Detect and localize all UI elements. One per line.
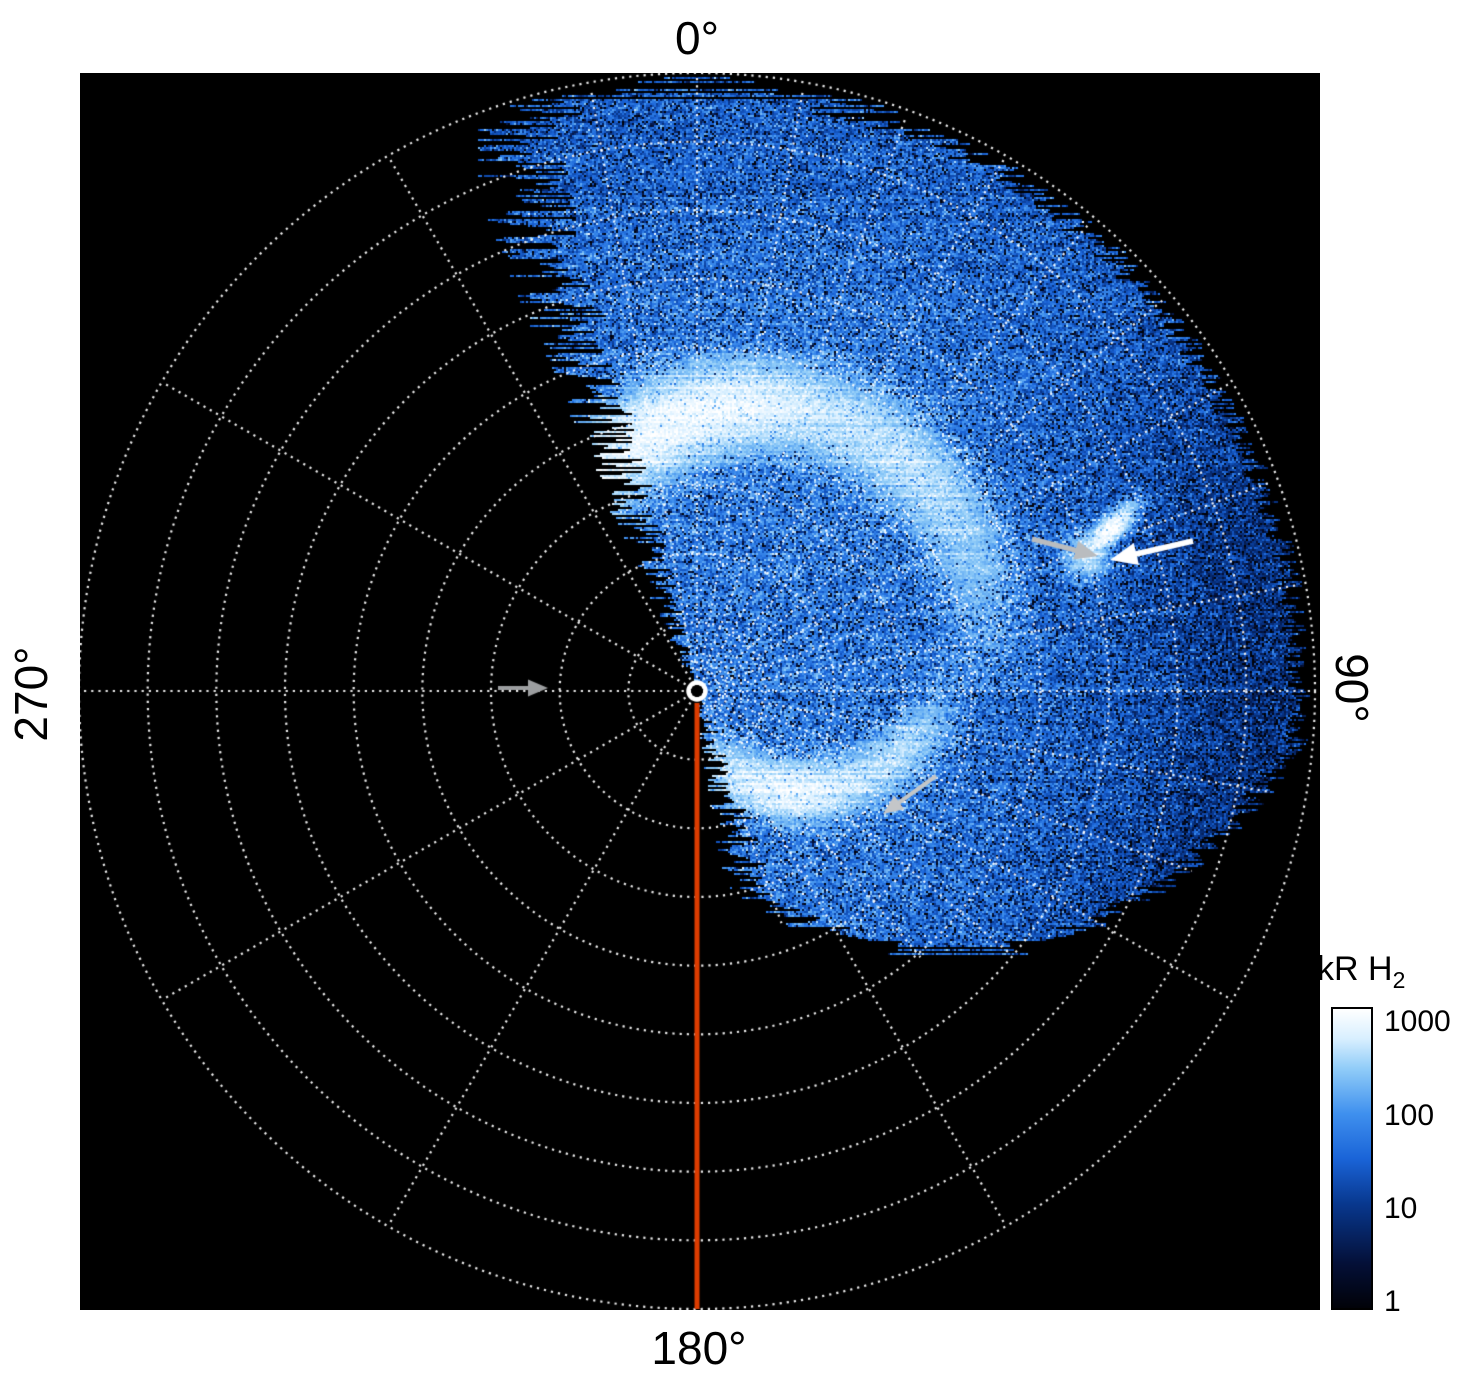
colorbar-title-subscript: 2 — [1392, 966, 1406, 993]
colorbar-title-text: kR H — [1317, 950, 1393, 988]
angle-label-90: 90° — [1326, 653, 1378, 723]
colorbar-gradient — [1331, 1007, 1373, 1310]
angle-label-0: 0° — [675, 12, 719, 64]
colorbar-tick-10: 10 — [1384, 1192, 1418, 1225]
plot-area — [80, 73, 1320, 1310]
polar-plot-canvas — [80, 73, 1320, 1310]
colorbar-tick-100: 100 — [1384, 1099, 1435, 1132]
colorbar-title: kR H2 — [1317, 950, 1405, 994]
angle-label-180: 180° — [651, 1322, 747, 1374]
colorbar-tick-1000: 1000 — [1384, 1005, 1451, 1038]
colorbar-tick-1: 1 — [1384, 1285, 1401, 1318]
angle-label-270: 270° — [5, 646, 57, 742]
